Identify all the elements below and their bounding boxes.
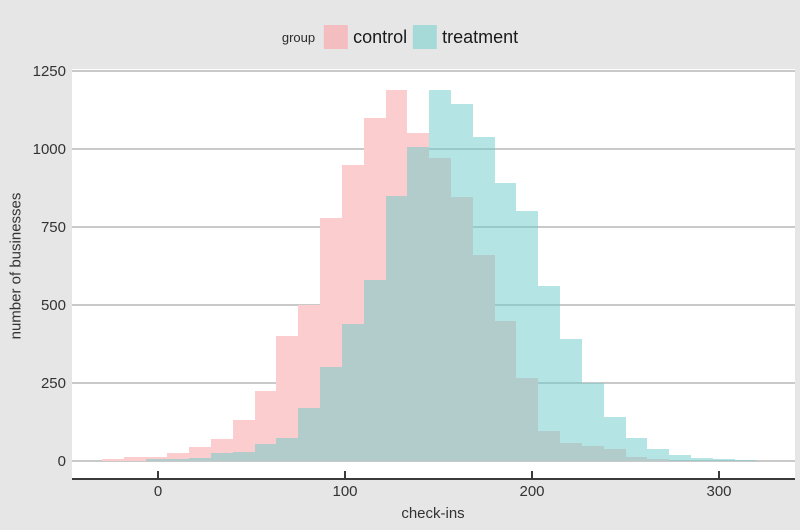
control-histogram-bar [254, 390, 277, 461]
treatment-histogram-bar [712, 459, 735, 461]
treatment-histogram-bar [494, 183, 517, 461]
legend-label-treatment: treatment [442, 26, 519, 47]
x-tick-label: 100 [332, 483, 358, 500]
control-histogram-bar [101, 458, 124, 461]
treatment-histogram-bar [145, 459, 168, 461]
treatment-histogram-bar [734, 459, 757, 461]
y-tick-label: 500 [40, 297, 66, 314]
treatment-histogram-bar [516, 211, 539, 461]
treatment-histogram-bar [363, 280, 386, 461]
x-tick-label: 300 [706, 483, 732, 500]
treatment-histogram-bar [167, 459, 190, 461]
y-tick-label: 1250 [32, 63, 66, 80]
treatment-histogram-bar [341, 323, 364, 461]
x-axis-title: check-ins [401, 505, 465, 522]
gridline [72, 460, 795, 462]
x-axis-tick [344, 471, 346, 478]
treatment-histogram-bar [472, 136, 495, 461]
treatment-histogram-bar [690, 457, 713, 461]
legend-title: group [281, 29, 316, 45]
treatment-histogram-bar [603, 417, 626, 461]
control-histogram-bar [189, 446, 211, 461]
plot-panel [72, 69, 795, 480]
treatment-histogram-bar [189, 457, 211, 461]
treatment-histogram-bar [450, 103, 473, 461]
treatment-histogram-bar [276, 437, 299, 461]
y-tick-label: 250 [40, 375, 66, 392]
treatment-histogram-bar [385, 195, 408, 461]
x-axis-tick [718, 471, 720, 478]
x-axis-tick [531, 471, 533, 478]
treatment-histogram-bar [429, 89, 451, 461]
control-histogram-bar [276, 336, 299, 461]
x-axis-tick [157, 471, 159, 478]
treatment-histogram-bar [581, 383, 604, 461]
control-histogram-bar [145, 457, 168, 461]
treatment-histogram-bar [254, 443, 277, 461]
control-histogram-bar [232, 420, 255, 461]
treatment-histogram-bar [647, 449, 670, 461]
x-tick-label: 0 [153, 483, 163, 500]
control-histogram-bar [167, 453, 190, 461]
y-tick-label: 1000 [32, 141, 66, 158]
treatment-histogram-bar [538, 286, 561, 461]
treatment-histogram-bar [232, 451, 255, 461]
treatment-histogram-bar [625, 437, 648, 461]
treatment-histogram-bar [669, 454, 691, 461]
legend: group control treatment [282, 25, 518, 49]
treatment-histogram-bar [320, 367, 342, 461]
treatment-swatch-icon [413, 25, 438, 49]
treatment-histogram-bar [407, 147, 430, 461]
control-swatch-icon [324, 25, 349, 49]
gridline [72, 70, 795, 72]
y-tick-label: 750 [40, 219, 66, 236]
y-tick-label: 0 [57, 453, 66, 470]
legend-label-control: control [353, 26, 408, 47]
treatment-histogram-bar [210, 453, 233, 461]
control-histogram-bar [123, 457, 146, 461]
treatment-histogram-bar [560, 339, 582, 461]
x-tick-label: 200 [519, 483, 545, 500]
treatment-histogram-bar [298, 407, 321, 461]
y-axis-title: number of businesses [7, 192, 25, 340]
